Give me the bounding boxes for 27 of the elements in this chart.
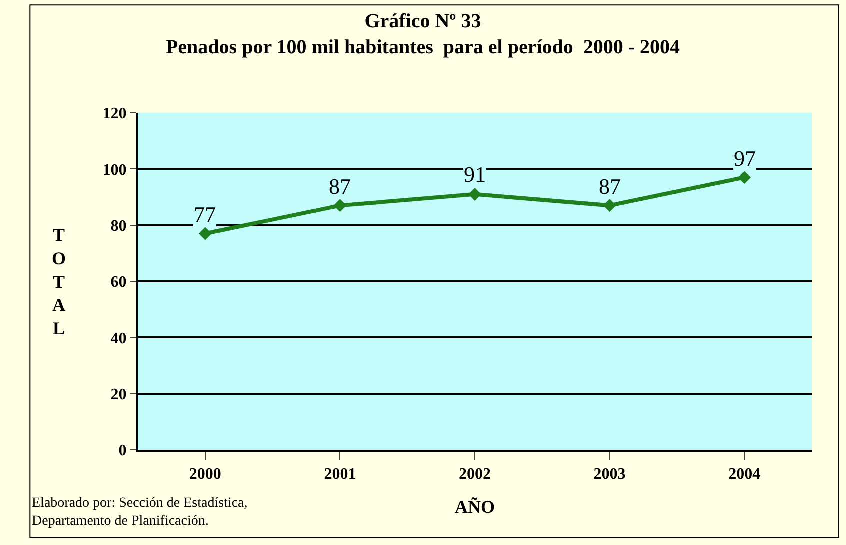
point — [198, 227, 212, 240]
point — [738, 171, 752, 184]
x-axis-title: AÑO — [455, 496, 495, 517]
y-axis-title: TOTAL — [52, 225, 66, 339]
x-tick-label: 2004 — [728, 466, 761, 484]
y-tick-label: 60 — [110, 274, 127, 292]
x-tick-label: 2000 — [189, 466, 222, 484]
y-tick-label: 20 — [110, 386, 127, 404]
x-tick-label: 2001 — [324, 466, 356, 484]
data-label: 77 — [194, 202, 216, 227]
data-label: 97 — [734, 146, 756, 171]
point — [468, 188, 482, 201]
x-tick-label: 2002 — [459, 466, 491, 484]
chart-subtitle: Penados por 100 mil habitantes para el período 2000 - 2004 — [166, 36, 680, 58]
data-label: 87 — [599, 174, 621, 199]
data-label: 87 — [329, 174, 351, 199]
y-tick-label: 0 — [118, 442, 127, 460]
y-tick-label: 80 — [110, 218, 127, 235]
y-tick-label: 100 — [102, 162, 127, 179]
data-label: 91 — [464, 162, 486, 187]
y-tick-label: 120 — [102, 106, 127, 123]
point — [334, 199, 347, 212]
x-tick-label: 2003 — [594, 466, 626, 484]
chart-title: Gráfico Nº 33 — [364, 10, 482, 32]
text: Elaborado por: Sección de Estadística, Departamento de Planificación. — [32, 496, 248, 530]
point — [603, 199, 616, 212]
y-tick-label: 40 — [110, 330, 127, 348]
